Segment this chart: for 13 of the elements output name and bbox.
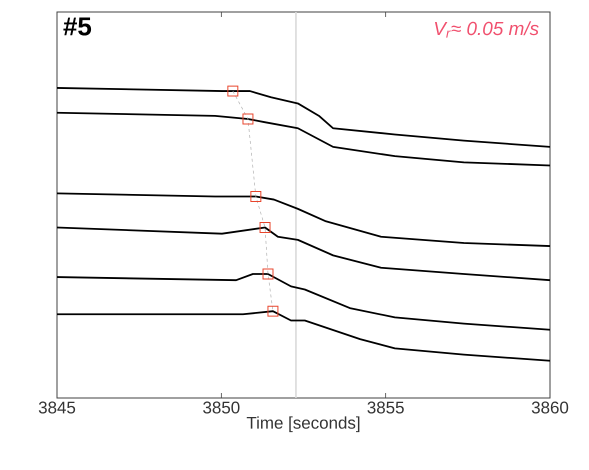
x-tick-label: 3845 <box>38 402 76 414</box>
point <box>242 113 254 124</box>
x-tick-label: 3860 <box>532 402 568 414</box>
point <box>227 86 238 97</box>
point <box>250 190 262 202</box>
point <box>267 306 278 317</box>
chart-title: #5 <box>63 17 92 36</box>
point <box>260 222 271 233</box>
point <box>262 268 274 280</box>
x-tick-label: 3855 <box>367 402 404 414</box>
x-tick-label: 3850 <box>203 402 240 414</box>
x-axis-title: Time [seconds] <box>246 416 360 432</box>
text: V$_{r}$≈ 0.05 m/s <box>434 21 539 38</box>
